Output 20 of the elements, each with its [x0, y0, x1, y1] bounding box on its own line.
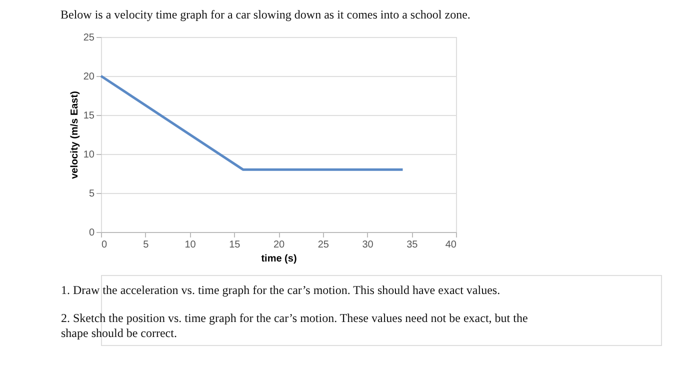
text: 2. Sketch the position vs. time graph for the car’s motion. These values need not be exact, but the shape should be correct. — [61, 311, 528, 340]
text: 1. Draw the acceleration vs. time graph for the car’s motion. This should have exact values. — [61, 283, 500, 297]
x-tick-label: 0 — [102, 240, 108, 250]
y-tick-label: 15 — [83, 110, 95, 122]
y-tick-label: 10 — [83, 150, 95, 160]
y-tick-label: 0 — [88, 228, 95, 238]
x-tick-label: 30 — [362, 240, 374, 250]
x-tick-label: 40 — [445, 240, 457, 250]
x-tick-label: 10 — [184, 240, 196, 250]
x-axis-title: time (s) — [261, 254, 297, 264]
x-tick-label: 20 — [273, 240, 285, 250]
x-tick-label: 5 — [143, 240, 150, 250]
chart-title: Below is a velocity time graph for a car slowing down as it comes into a school zone. — [60, 8, 470, 22]
y-tick-label: 5 — [88, 188, 95, 200]
x-tick-label: 15 — [229, 240, 241, 250]
x-tick-label: 35 — [406, 240, 418, 250]
x-tick-label: 25 — [318, 240, 330, 250]
y-tick-label: 20 — [83, 72, 95, 82]
y-tick-label: 25 — [83, 32, 95, 44]
y-axis-title: velocity (m/s East) — [69, 91, 80, 179]
